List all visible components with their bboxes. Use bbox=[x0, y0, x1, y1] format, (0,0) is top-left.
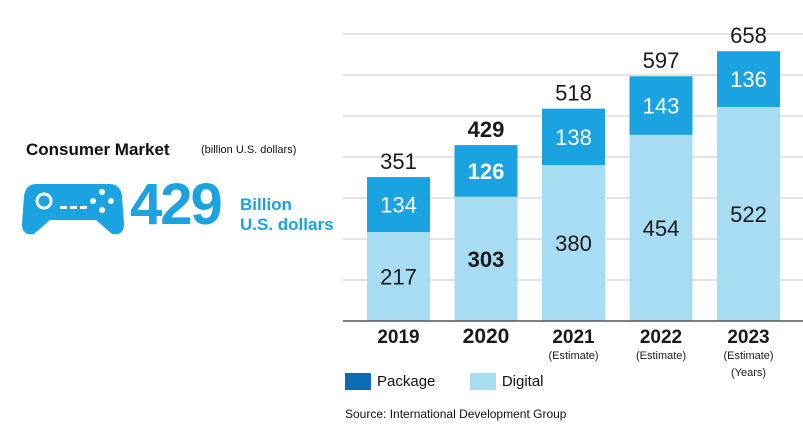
data-label-digital: 380 bbox=[555, 231, 592, 256]
market-title: Consumer Market bbox=[26, 140, 170, 159]
bar-package bbox=[629, 76, 693, 135]
data-label-package: 134 bbox=[380, 193, 417, 218]
data-label-total: 351 bbox=[380, 149, 417, 174]
x-tick-note: (Estimate) bbox=[723, 350, 773, 362]
data-label-total: 597 bbox=[643, 48, 680, 73]
data-label-package: 136 bbox=[730, 67, 767, 92]
legend: Package Digital bbox=[345, 373, 574, 395]
bar-package bbox=[542, 108, 605, 166]
legend-swatch-digital bbox=[469, 373, 496, 390]
gamepad-icon bbox=[22, 184, 124, 235]
data-label-package: 126 bbox=[468, 159, 505, 184]
headline-value: 429 bbox=[130, 172, 223, 237]
data-label-total: 429 bbox=[468, 117, 505, 142]
legend-swatch-package bbox=[345, 373, 371, 390]
bar-digital bbox=[542, 165, 605, 321]
bar-package bbox=[717, 51, 780, 107]
headline-unit-line1: Billion bbox=[240, 195, 292, 214]
data-label-digital: 522 bbox=[730, 202, 767, 227]
bar-digital bbox=[717, 106, 780, 321]
x-tick-note: (Estimate) bbox=[548, 350, 598, 362]
x-tick-label: 2020 bbox=[463, 325, 510, 348]
bar-digital bbox=[367, 232, 430, 321]
x-tick-label: 2023 bbox=[727, 327, 769, 348]
data-label-digital: 303 bbox=[468, 247, 505, 272]
data-label-digital: 217 bbox=[380, 265, 417, 290]
data-label-package: 143 bbox=[643, 94, 680, 119]
data-label-digital: 454 bbox=[643, 216, 680, 241]
legend-item-digital: Digital bbox=[469, 373, 544, 390]
legend-item-package: Package bbox=[345, 373, 435, 390]
bar-package bbox=[454, 145, 518, 197]
x-axis-unit: (Years) bbox=[731, 367, 766, 379]
bar-digital bbox=[629, 134, 693, 321]
bar-package bbox=[367, 177, 430, 233]
x-tick-note: (Estimate) bbox=[636, 350, 686, 362]
data-label-total: 658 bbox=[730, 23, 767, 48]
x-tick-label: 2019 bbox=[377, 327, 419, 348]
market-unit: (billion U.S. dollars) bbox=[201, 144, 297, 156]
data-label-total: 518 bbox=[555, 81, 592, 106]
source-note: Source: International Development Group bbox=[345, 407, 567, 421]
x-tick-label: 2022 bbox=[640, 327, 682, 348]
legend-label-digital: Digital bbox=[501, 373, 544, 390]
x-tick-label: 2021 bbox=[552, 327, 595, 348]
data-label-package: 138 bbox=[555, 125, 592, 150]
bar-digital bbox=[454, 196, 518, 321]
headline-unit-line2: U.S. dollars bbox=[240, 215, 334, 234]
legend-label-package: Package bbox=[377, 373, 436, 390]
